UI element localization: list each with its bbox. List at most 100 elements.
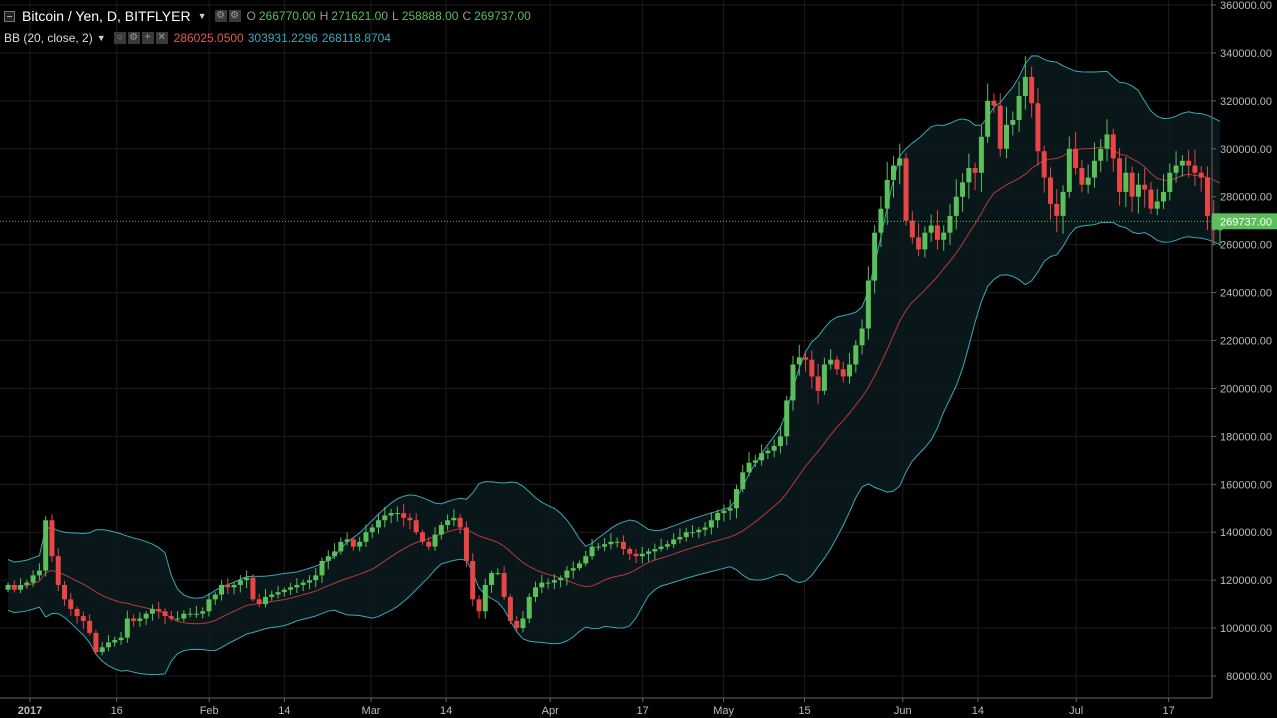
close-icon[interactable]: ✕ <box>155 32 168 44</box>
chevron-down-icon[interactable]: ▼ <box>96 33 106 43</box>
candle-body <box>18 584 24 590</box>
collapse-legend-icon[interactable] <box>4 10 15 22</box>
candle <box>62 580 68 606</box>
candle <box>112 636 118 647</box>
candle <box>1016 81 1022 133</box>
candle-body <box>36 570 42 576</box>
candle-body <box>237 580 243 585</box>
candle-body <box>43 520 49 571</box>
y-tick-label: 260000.00 <box>1220 240 1272 252</box>
candle-body <box>244 577 250 581</box>
symbol-title[interactable]: Bitcoin / Yen, D, BITFLYER <box>22 8 191 24</box>
candle <box>1085 164 1091 194</box>
candle <box>614 537 620 548</box>
y-tick-label: 300000.00 <box>1220 144 1272 156</box>
candle-body <box>350 539 356 547</box>
candle-body <box>627 549 633 554</box>
candle <box>897 143 903 185</box>
plus-icon[interactable]: + <box>141 32 154 44</box>
candle-body <box>80 616 86 621</box>
low-label: L <box>392 9 399 23</box>
candle <box>300 579 306 592</box>
candle-body <box>68 599 74 609</box>
candle <box>784 395 790 446</box>
candle <box>1192 149 1198 186</box>
x-tick-label: 17 <box>637 705 649 717</box>
candle <box>250 574 256 602</box>
candle <box>43 516 49 577</box>
candle <box>36 563 42 581</box>
gear-icon[interactable]: ⚙ <box>228 10 241 22</box>
candle-body <box>890 165 896 180</box>
candle <box>495 568 501 576</box>
candle-body <box>520 618 526 629</box>
candle <box>256 593 262 607</box>
candle <box>237 575 243 593</box>
y-tick-label: 80000.00 <box>1226 671 1272 683</box>
candle-body <box>1066 148 1072 192</box>
candle-body <box>903 158 909 221</box>
candle <box>790 355 796 411</box>
candle <box>539 574 545 593</box>
candle <box>413 513 419 535</box>
candle <box>212 592 218 605</box>
y-tick-label: 200000.00 <box>1220 383 1272 395</box>
candle-body <box>809 359 815 377</box>
settings-icon[interactable]: ⚙ <box>214 10 227 22</box>
indicator-legend: BB (20, close, 2) ▼ ○ ⚙ + ✕ 286025.0500 … <box>4 31 391 45</box>
candle-body <box>884 179 890 209</box>
candle-body <box>1054 203 1060 216</box>
candle-body <box>545 582 551 584</box>
candle-body <box>231 584 237 588</box>
gear-icon[interactable]: ⚙ <box>127 32 140 44</box>
candle-body <box>1198 172 1204 178</box>
candle <box>350 536 356 551</box>
candle-body <box>840 369 846 377</box>
candle-body <box>1110 134 1116 159</box>
candle-body <box>24 582 30 585</box>
y-tick-label: 240000.00 <box>1220 288 1272 300</box>
candle <box>853 340 859 373</box>
candle-body <box>765 450 771 454</box>
candle-body <box>1047 177 1053 204</box>
candle <box>821 357 827 395</box>
candle <box>715 509 721 528</box>
candle-body <box>608 541 614 545</box>
candle-body <box>664 544 670 547</box>
candle-body <box>966 167 972 183</box>
candle <box>131 614 137 627</box>
candle-body <box>834 359 840 370</box>
indicator-name[interactable]: BB (20, close, 2) <box>4 31 93 45</box>
last-price-tag: 269737.00 <box>1212 213 1277 230</box>
candle <box>49 514 55 563</box>
candle-body <box>495 572 501 574</box>
candle <box>382 506 388 528</box>
candle-body <box>143 613 149 619</box>
candle <box>118 632 124 645</box>
candle-body <box>407 517 413 521</box>
candle-body <box>1173 165 1179 173</box>
candle <box>978 125 984 193</box>
candle-body <box>1204 177 1210 216</box>
candle <box>576 560 582 571</box>
x-tick-label: 15 <box>798 705 810 717</box>
candle-body <box>501 572 507 597</box>
x-tick-label: 17 <box>1163 705 1175 717</box>
candle <box>828 349 834 370</box>
y-tick-label: 320000.00 <box>1220 96 1272 108</box>
candle-body <box>1142 184 1148 190</box>
candle-body <box>206 599 212 612</box>
candle <box>884 161 890 225</box>
candle-body <box>294 584 300 588</box>
close-label: C <box>462 9 472 23</box>
candle <box>890 156 896 198</box>
candle-body <box>1010 120 1016 125</box>
candle-body <box>759 453 765 461</box>
candle <box>219 580 225 601</box>
eye-icon[interactable]: ○ <box>113 32 126 44</box>
candle <box>143 611 149 626</box>
chevron-down-icon[interactable]: ▼ <box>197 11 207 21</box>
candle <box>765 447 771 460</box>
